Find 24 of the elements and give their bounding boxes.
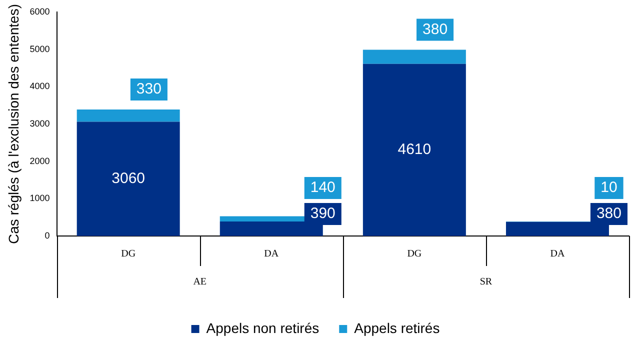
data-label: 10	[600, 179, 618, 196]
data-label: 380	[596, 205, 622, 222]
data-label: 140	[310, 179, 336, 196]
data-label: 380	[422, 20, 448, 38]
y-tick-label: 2000	[30, 156, 50, 166]
data-label: 3060	[112, 170, 146, 188]
x-tick-label: DA	[264, 248, 280, 260]
y-tick-label: 0	[44, 230, 50, 240]
data-label: 390	[310, 205, 336, 222]
y-tick-label: 5000	[30, 44, 50, 54]
data-label: 4610	[398, 141, 432, 158]
legend-label: Appels retirés	[354, 320, 440, 336]
y-axis-title: Cas réglés (à l'exclusion des ententes)	[5, 4, 22, 244]
y-tick-label: 4000	[30, 81, 50, 92]
x-tick-label: DG	[407, 248, 422, 260]
x-tick-label: DA	[550, 248, 566, 260]
text: SR	[480, 276, 492, 288]
y-tick-label: 6000	[30, 6, 50, 16]
text: AE	[193, 276, 207, 288]
y-tick-label: 1000	[30, 193, 50, 204]
legend-label: Appels non retirés	[206, 320, 320, 336]
data-label: 330	[136, 80, 162, 98]
x-tick-label: DG	[121, 248, 136, 260]
y-tick-label: 3000	[30, 118, 50, 128]
